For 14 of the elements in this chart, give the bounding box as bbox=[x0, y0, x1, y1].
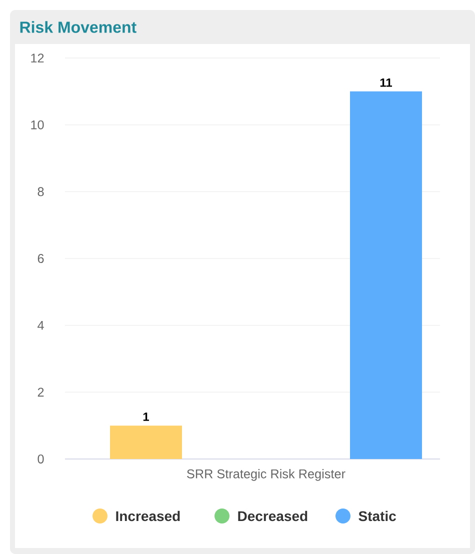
chart-title: Risk Movement bbox=[20, 21, 136, 33]
data-label: 1 bbox=[143, 412, 149, 421]
y-tick-label: 2 bbox=[38, 388, 44, 397]
x-tick-label: SRR Strategic Risk Register bbox=[187, 469, 346, 481]
y-tick-label: 12 bbox=[31, 54, 44, 62]
y-tick-label: 8 bbox=[38, 187, 44, 196]
legend-label: Static bbox=[358, 510, 396, 522]
y-tick-label: 0 bbox=[38, 454, 44, 464]
legend-label: Decreased bbox=[238, 510, 308, 522]
y-tick-label: 10 bbox=[31, 120, 44, 130]
legend-label: Increased bbox=[116, 510, 180, 522]
y-tick-label: 6 bbox=[38, 254, 44, 263]
y-tick-label: 4 bbox=[38, 320, 44, 330]
data-label: 11 bbox=[380, 78, 392, 87]
